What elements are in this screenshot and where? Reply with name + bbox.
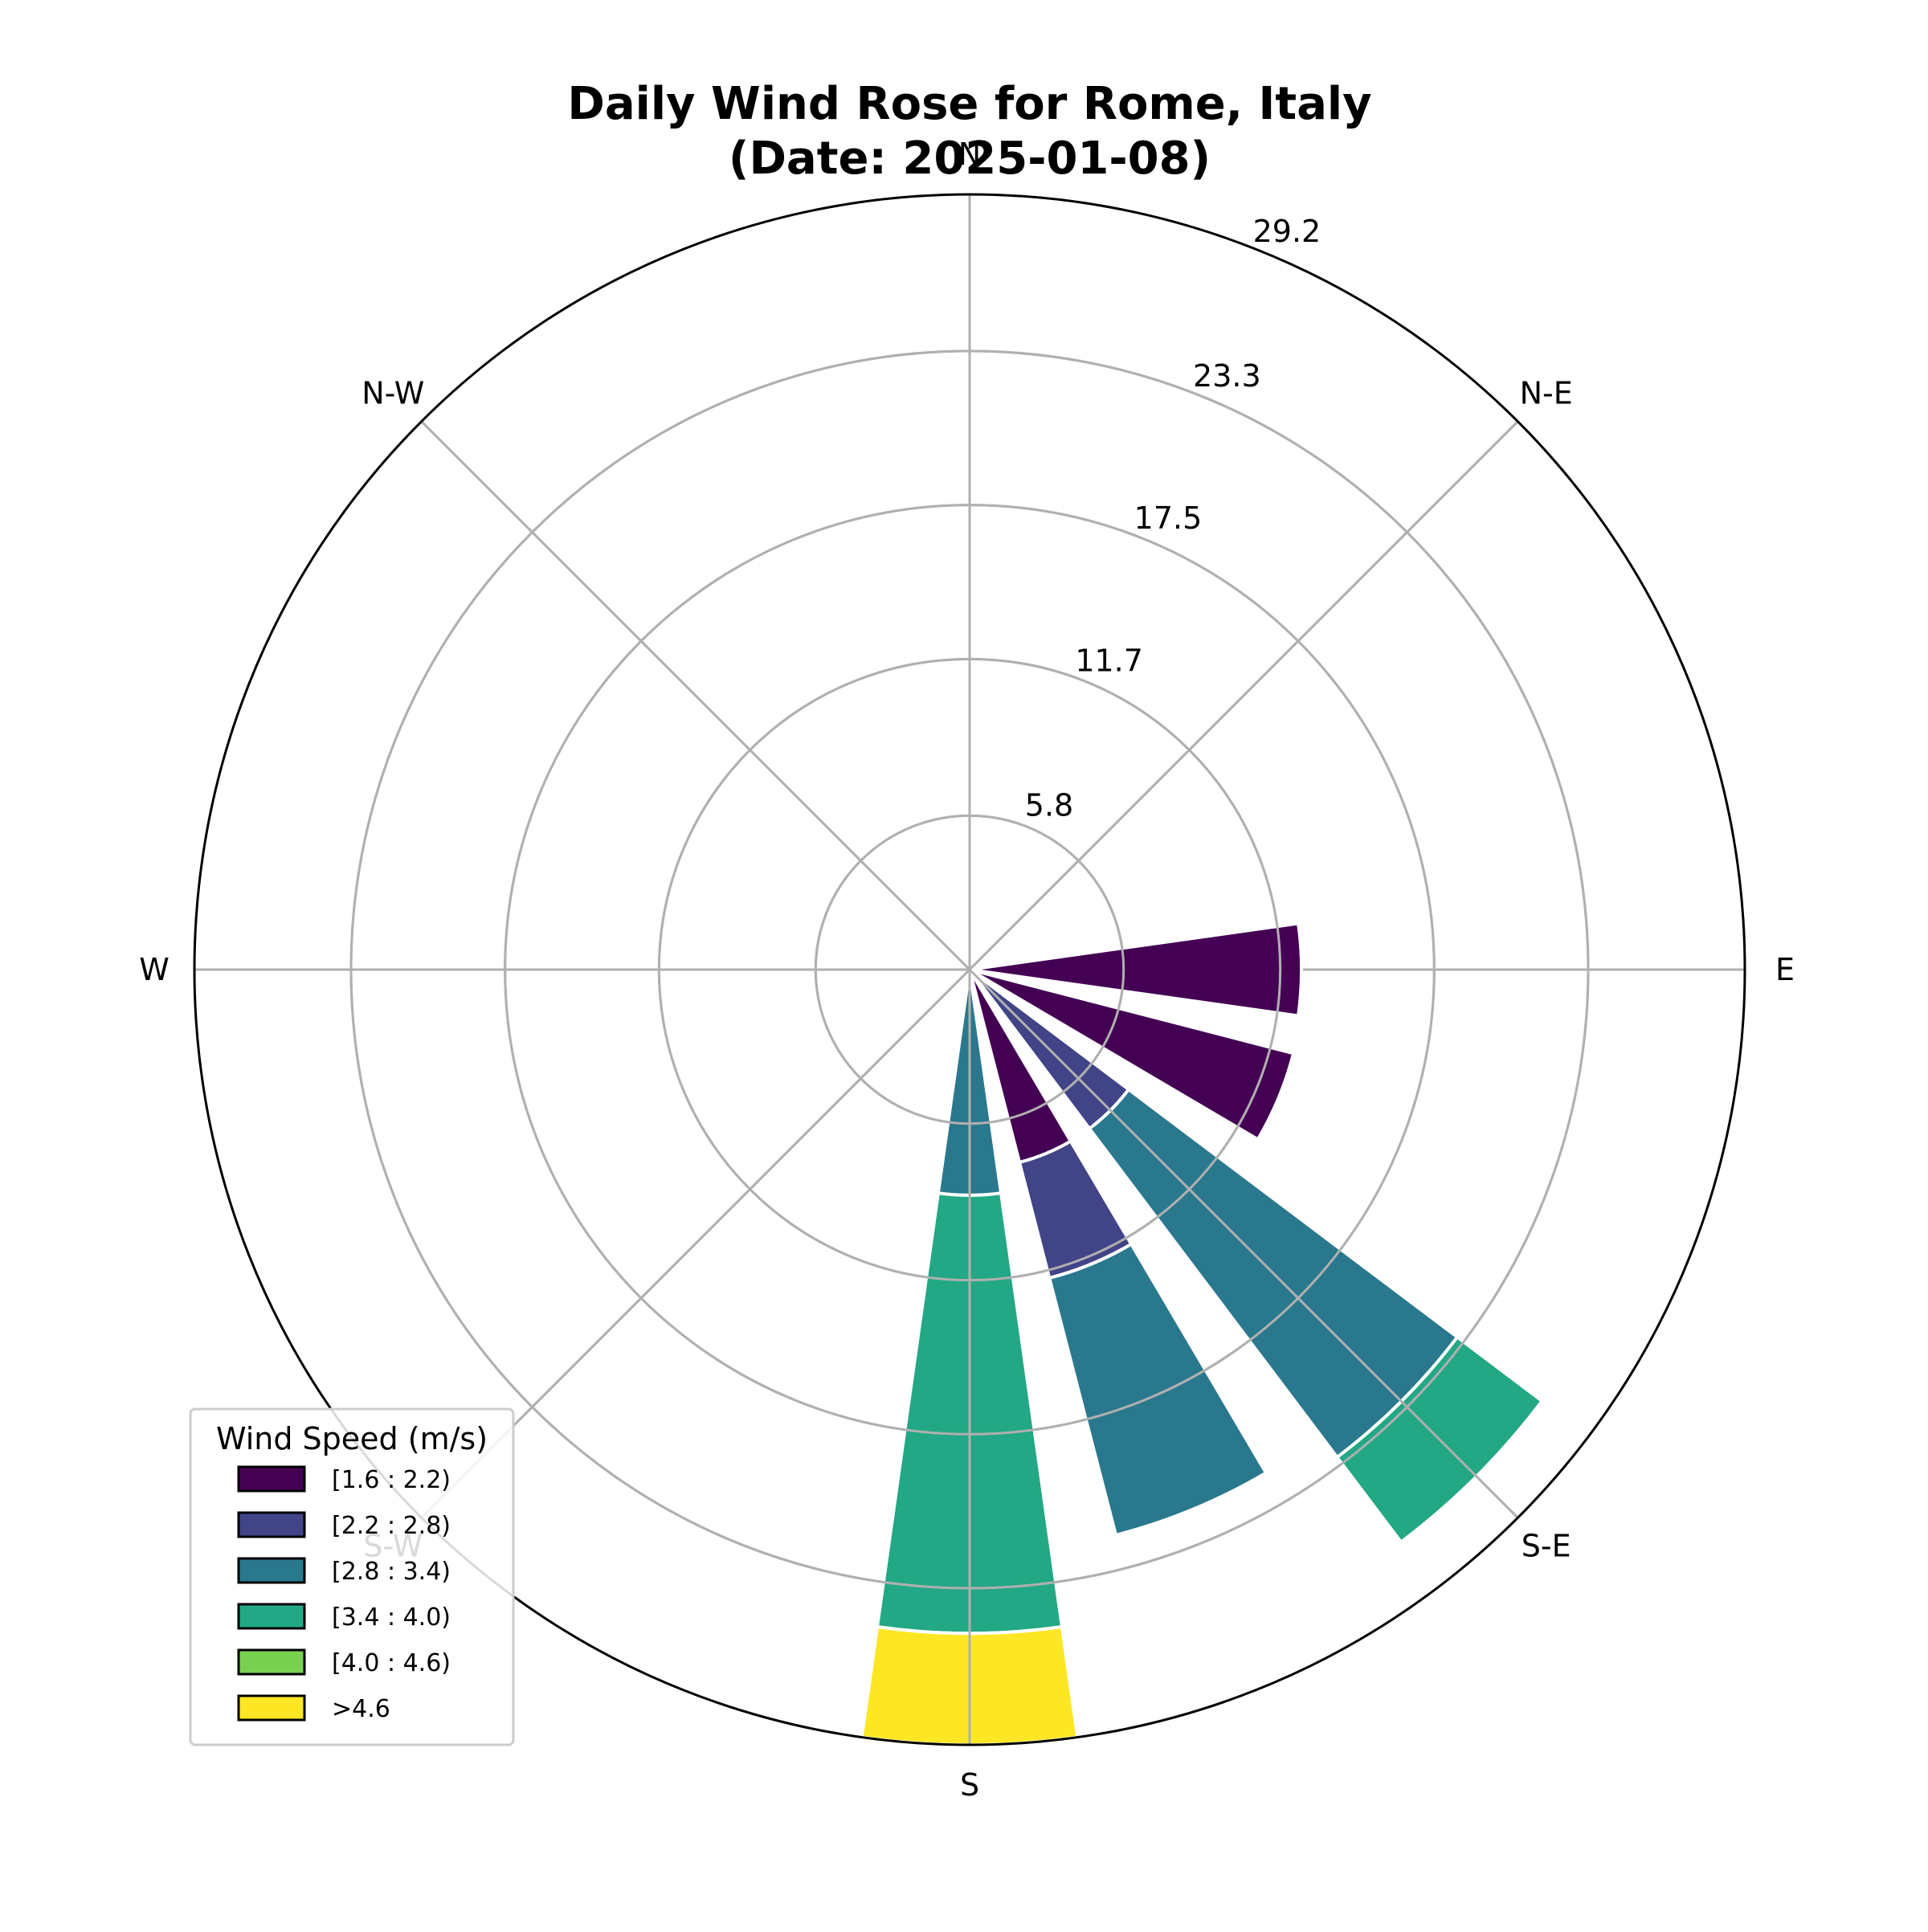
direction-label: S-E — [1522, 1529, 1571, 1564]
chart-title-line-1: Daily Wind Rose for Rome, Italy — [567, 78, 1371, 130]
radial-gridline-overlay — [420, 420, 971, 971]
legend-swatch — [237, 1511, 306, 1538]
direction-label: N-W — [362, 375, 424, 410]
legend-label: >4.6 — [332, 1695, 390, 1723]
ring-gridline-overlay — [349, 349, 1590, 1590]
radial-tick-label: 5.8 — [1025, 787, 1073, 823]
direction-label: N-E — [1520, 375, 1573, 410]
radial-gridline-overlay — [968, 420, 1519, 971]
legend-label: [1.6 : 2.2) — [332, 1466, 451, 1494]
legend-swatch — [237, 1648, 306, 1676]
radial-tick-label: 29.2 — [1253, 214, 1321, 249]
wind-bar-segment — [969, 921, 1304, 1018]
legend-swatch — [237, 1694, 306, 1722]
direction-label: E — [1775, 952, 1795, 987]
legend-swatch — [237, 1557, 306, 1584]
outer-boundary — [193, 193, 1746, 1746]
direction-label: S — [960, 1767, 979, 1803]
chart-title-line-2: (Date: 2025-01-08) — [729, 133, 1211, 185]
bars-layer — [860, 921, 1545, 1746]
axes-layer — [193, 193, 1746, 1746]
ring-gridline-overlay — [814, 814, 1125, 1125]
legend-swatch — [237, 1465, 306, 1493]
radial-tick-label: 17.5 — [1134, 500, 1203, 536]
legend-label: [2.8 : 3.4) — [332, 1558, 451, 1586]
legend-items: [1.6 : 2.2) [2.2 : 2.8) [2.8 : 3.4) [3.4 : … — [237, 1465, 451, 1723]
wind-bar-segment — [1047, 1241, 1268, 1538]
legend-swatch — [237, 1603, 306, 1630]
ring-gridline-overlay — [504, 504, 1436, 1436]
radial-tick-label: 11.7 — [1075, 643, 1143, 678]
wind-bar-segment — [968, 968, 1296, 1142]
radial-tick-label: 23.3 — [1193, 358, 1261, 394]
legend: Wind Speed (m/s) [1.6 : 2.2)[2.2 : 2.8)[… — [189, 1407, 515, 1746]
radial-gridline-overlay — [968, 968, 1519, 1519]
legend-label: [4.0 : 4.6) — [332, 1649, 451, 1677]
ring-gridline-overlay — [657, 657, 1282, 1282]
direction-label: N — [958, 137, 981, 172]
legend-title: Wind Speed (m/s) — [216, 1421, 488, 1456]
legend-label: [3.4 : 4.0) — [332, 1603, 451, 1632]
direction-label: W — [139, 952, 170, 987]
legend-label: [2.2 : 2.8) — [332, 1512, 451, 1540]
